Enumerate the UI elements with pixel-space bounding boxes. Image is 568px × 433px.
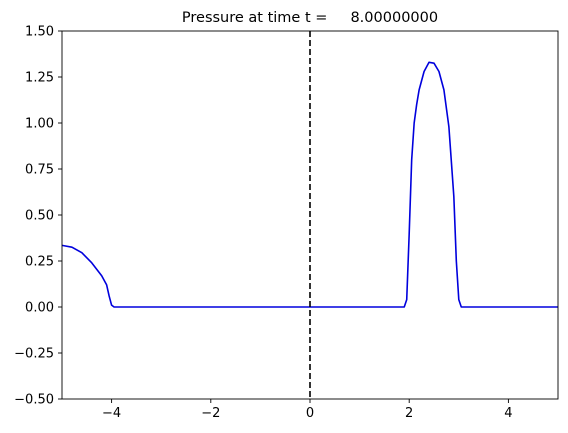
y-tick-label: −0.25 <box>14 347 54 362</box>
y-tick-label: 1.50 <box>25 25 54 40</box>
plot-area <box>62 31 558 399</box>
y-tick-label: −0.50 <box>14 393 54 408</box>
x-tick-label: 2 <box>405 406 413 421</box>
x-tick-label: 0 <box>306 406 314 421</box>
y-tick-label: 0.25 <box>25 255 54 270</box>
series-line-0 <box>62 61 558 308</box>
chart-title: Pressure at time t = 8.00000000 <box>182 10 438 26</box>
x-tick-label: −2 <box>201 406 220 421</box>
y-tick-label: 0.75 <box>25 163 54 178</box>
y-tick-label: 1.00 <box>25 117 54 132</box>
y-tick-label: 0.00 <box>25 301 54 316</box>
x-tick-label: −4 <box>102 406 121 421</box>
axes: −4 −2 0 2 4 −0.50 −0.25 0.00 0.25 0.50 0.75 1.00 1.2… <box>14 25 559 421</box>
x-tick-label: 4 <box>504 406 512 421</box>
y-tick-label: 0.50 <box>25 209 54 224</box>
y-tick-label: 1.25 <box>25 71 54 86</box>
